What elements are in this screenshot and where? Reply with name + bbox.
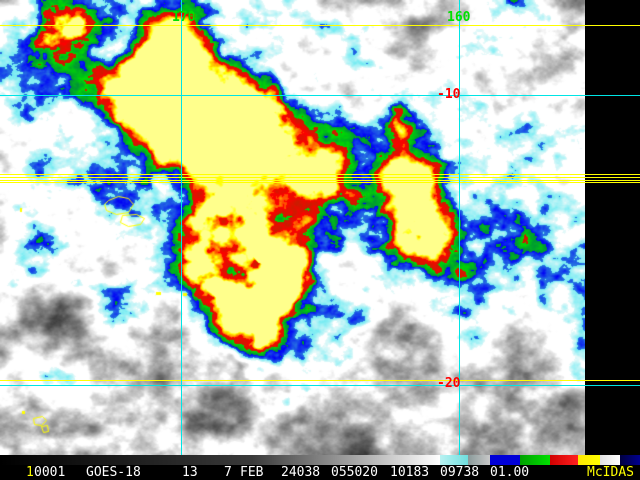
enhancement-segment-2 [440,455,468,465]
mcidas-logo-label: McIDAS [587,465,634,480]
day-number: 7 [224,465,232,480]
image-header-text: 1 0001 GOES-18 13 7 FEB 24038 055020 10183 09738 0… [0,465,640,480]
enhancement-segment-8 [600,455,620,465]
enhancement-segment-1 [252,455,440,465]
enhancement-segment-5 [520,455,550,465]
band-number: 13 [182,465,198,480]
enhancement-segment-9 [620,455,640,465]
enhancement-segment-4 [490,455,520,465]
satellite-name: GOES-18 [86,465,141,480]
frame-number: 1 [26,465,34,480]
enhancement-segment-6 [550,455,578,465]
annotation-bar: 1 0001 GOES-18 13 7 FEB 24038 055020 10183 09738 0… [0,465,640,480]
observation-time: 055020 [331,465,378,480]
image-resolution: 01.00 [490,465,530,480]
enhancement-color-bar [0,455,640,465]
enhancement-segment-7 [578,455,600,465]
enhancement-segment-3 [468,455,490,465]
infrared-imagery [0,0,585,455]
image-line: 10183 [390,465,430,480]
julian-date: 24038 [281,465,321,480]
area-number: 0001 [34,465,66,480]
month-name: FEB [240,465,264,480]
image-element: 09738 [440,465,480,480]
satellite-image-canvas[interactable] [0,0,585,455]
enhancement-segment-0 [0,455,252,465]
